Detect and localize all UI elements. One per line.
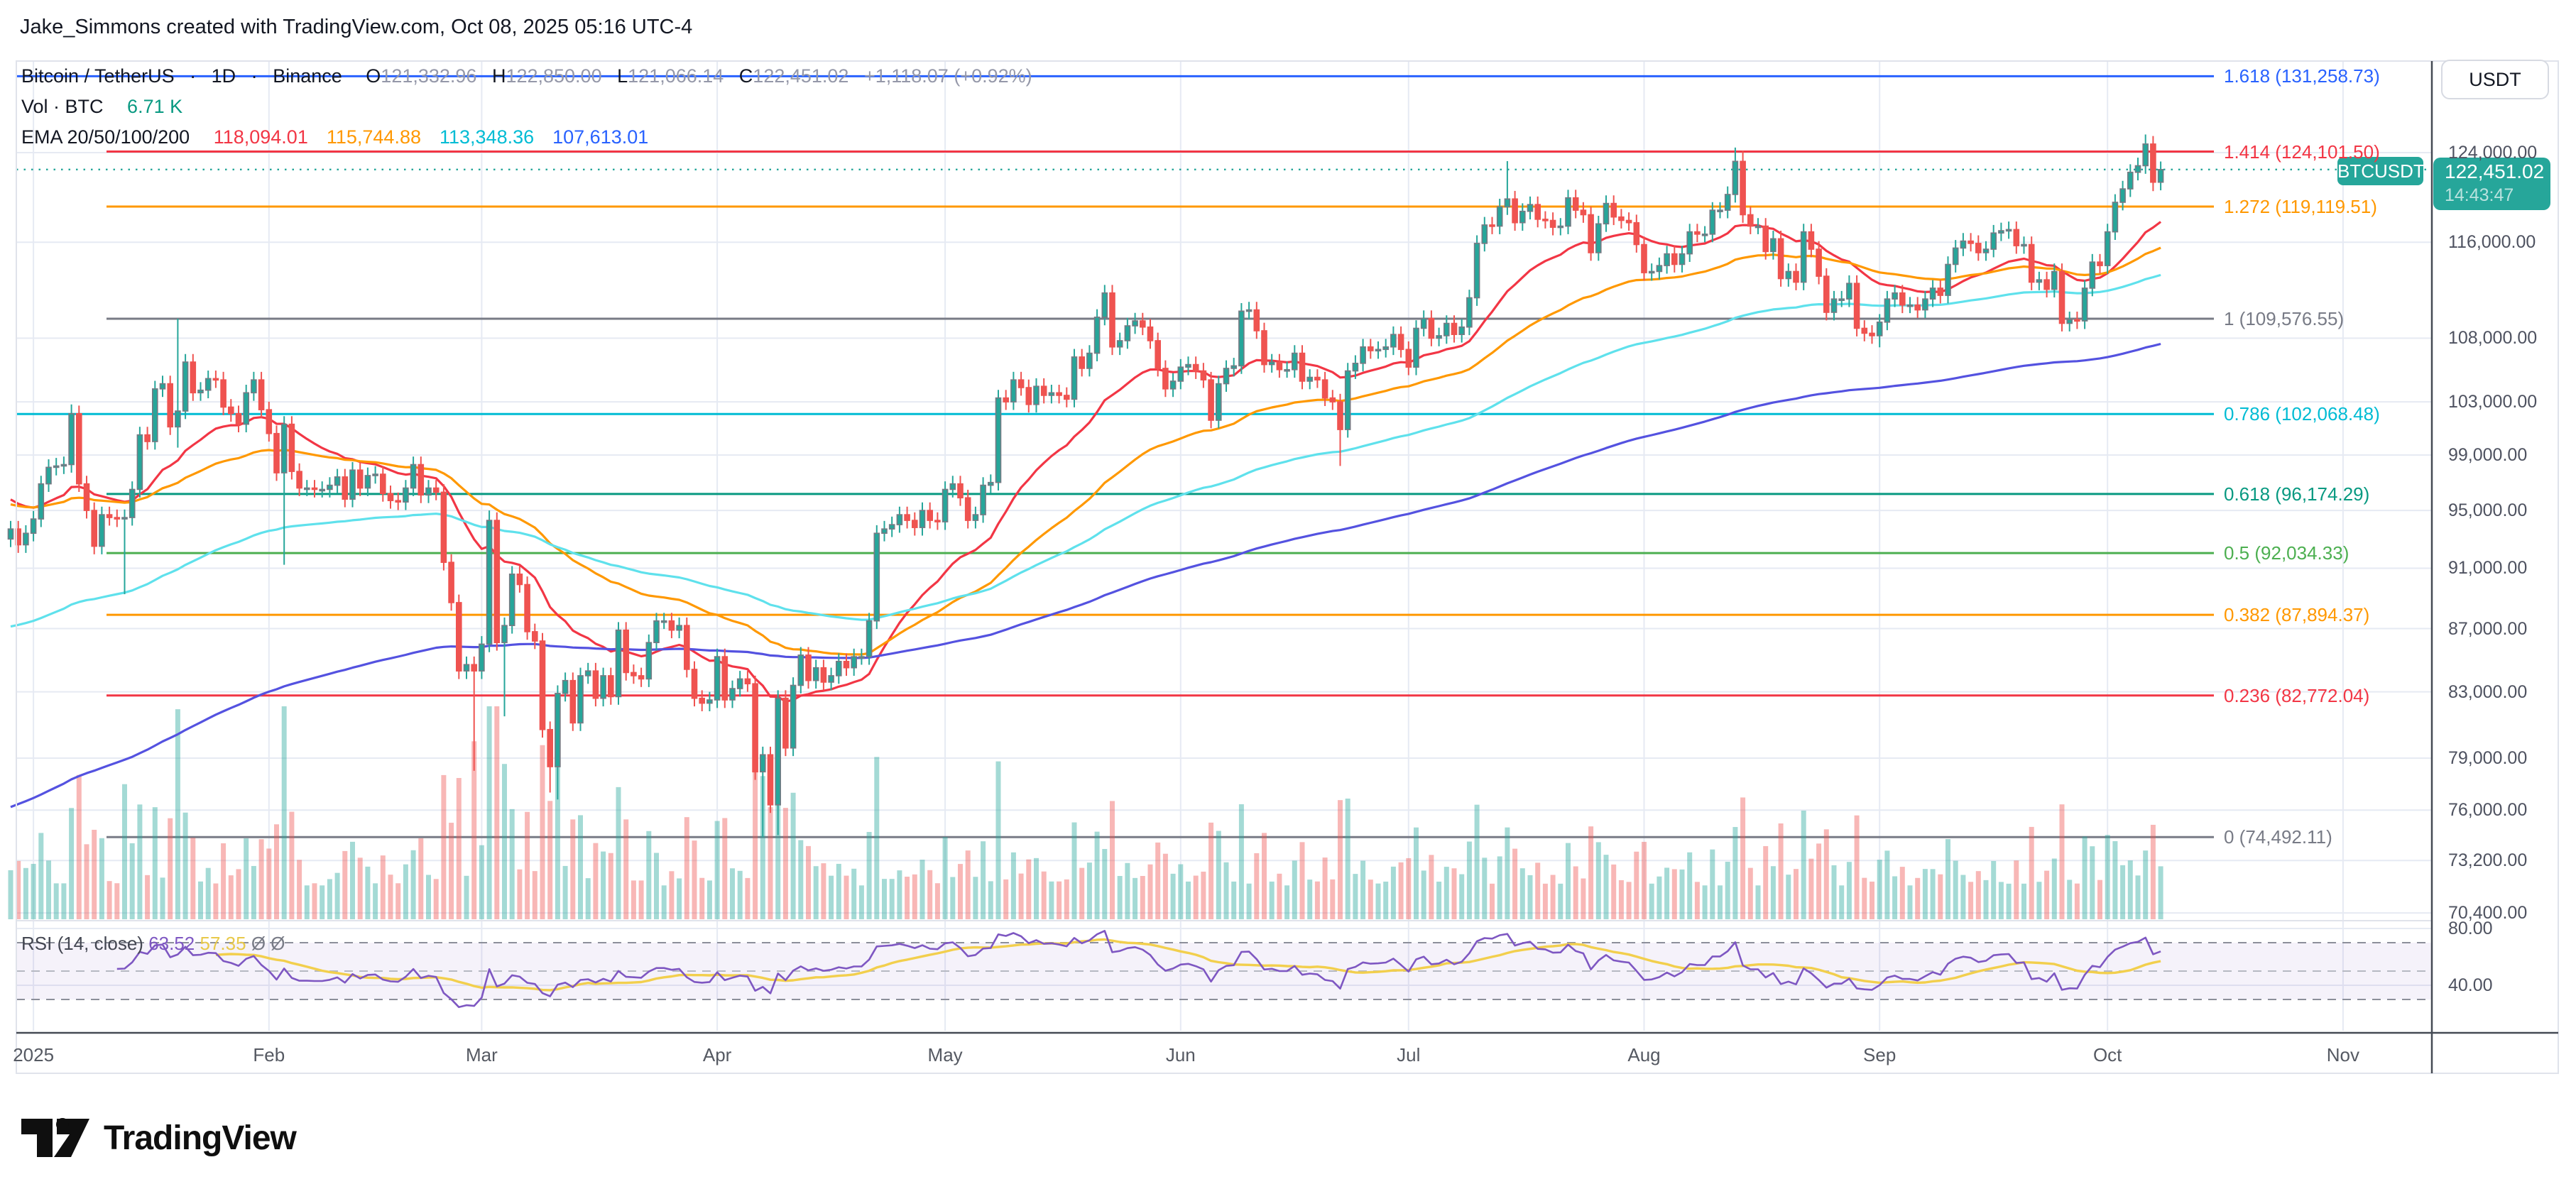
ema-legend-value: 115,744.88	[326, 126, 421, 148]
month-label[interactable]: Nov	[2326, 1044, 2360, 1065]
price-tick-label: 83,000.00	[2448, 681, 2528, 702]
fib-level-label: 0.236 (82,772.04)	[2224, 684, 2370, 706]
ema-50-line	[10, 246, 2161, 656]
ohlc-high-value: 122,850.00	[506, 65, 602, 87]
ema-values: 118,094.01 115,744.88 113,348.36 107,613.01	[214, 126, 667, 148]
rsi-label: RSI (14, close)	[21, 933, 143, 954]
ohlc-open-key: O	[366, 65, 381, 87]
fib-level-label: 0.786 (102,068.48)	[2224, 403, 2380, 425]
exchange-label: Binance	[273, 65, 342, 87]
month-label[interactable]: Mar	[466, 1044, 498, 1065]
last-price-badge: 122,451.02 14:43:47	[2433, 158, 2550, 210]
chart-frame	[16, 60, 2559, 1074]
rsi-line	[116, 930, 2161, 1009]
ema-legend-value: 113,348.36	[439, 126, 535, 148]
rsi-empty-slot-icon: Ø	[251, 933, 266, 954]
ohlc-low-key: L	[617, 65, 628, 87]
month-label[interactable]: May	[927, 1044, 963, 1065]
ema-overlays	[10, 221, 2162, 809]
price-tick-label: 70,400.00	[2448, 903, 2528, 924]
price-tick-label: 103,000.00	[2448, 392, 2538, 412]
ohlc-high-key: H	[491, 65, 506, 87]
tradingview-logo[interactable]: TradingView	[20, 1116, 297, 1160]
grid-layer	[16, 61, 2432, 1031]
price-tick-label: 87,000.00	[2448, 618, 2528, 639]
candlestick-series	[7, 134, 2164, 838]
fib-level-label: 1.272 (119,119.51)	[2224, 196, 2377, 218]
fib-level-label: 0.5 (92,034.33)	[2224, 542, 2349, 564]
last-price-value: 122,451.02	[2445, 160, 2545, 182]
ohlc-close-key: C	[738, 65, 753, 87]
rsi-value: 63.52	[148, 933, 195, 954]
rsi-tick-label: 80.00	[2448, 919, 2493, 938]
price-tick-label: 108,000.00	[2448, 328, 2538, 349]
month-label[interactable]: Sep	[1863, 1044, 1896, 1065]
tradingview-logo-icon	[21, 1118, 89, 1157]
ohlc-low-value: 121,066.14	[628, 65, 724, 87]
volume-legend-row: Vol · BTC 6.71 K	[21, 94, 182, 119]
fib-level-label: 1 (109,576.55)	[2224, 308, 2345, 329]
fib-level-label: 1.414 (124,101.50)	[2224, 141, 2380, 163]
price-tick-label: 91,000.00	[2448, 558, 2528, 579]
month-label[interactable]: Apr	[702, 1044, 732, 1065]
interval-label: 1D	[211, 65, 236, 87]
month-label[interactable]: Oct	[2092, 1044, 2122, 1065]
price-tick-label: 116,000.00	[2448, 232, 2536, 253]
price-tick-label: 73,200.00	[2448, 850, 2528, 871]
symbol-legend-row: Bitcoin / TetherUS · 1D · Binance O121,3…	[21, 65, 1032, 87]
ema-200-line	[10, 342, 2161, 809]
tradingview-logo-text: TradingView	[104, 1119, 297, 1157]
ohlc-close-value: 122,451.02	[753, 65, 849, 87]
price-tick-label: 95,000.00	[2448, 500, 2528, 521]
ema-20-line	[10, 221, 2162, 703]
price-tick-label: 79,000.00	[2448, 748, 2528, 769]
attribution-text: Jake_Simmons created with TradingView.co…	[20, 16, 693, 38]
fib-level-label: 1.618 (131,258.73)	[2224, 65, 2380, 87]
fib-level-label: 0.618 (96,174.29)	[2224, 483, 2370, 505]
last-price-time: 14:43:47	[2445, 185, 2514, 205]
rsi-legend-row: RSI (14, close) 63.52 57.35 Ø Ø	[21, 931, 285, 955]
ohlc-open-value: 121,332.96	[381, 65, 477, 87]
ema-legend-value: 107,613.01	[552, 126, 649, 148]
currency-toggle-button[interactable]: USDT	[2441, 60, 2549, 99]
price-tick-label: 124,000.00	[2448, 143, 2538, 163]
volume-series	[8, 706, 2163, 919]
fib-level-label: 0.382 (87,894.37)	[2224, 604, 2370, 626]
fib-level-label: 0 (74,492.11)	[2224, 826, 2332, 848]
month-label[interactable]: Feb	[253, 1044, 285, 1065]
month-label[interactable]: Aug	[1627, 1044, 1661, 1065]
price-tick-label: 99,000.00	[2448, 445, 2528, 466]
ema-100-line	[10, 273, 2161, 628]
price-tick-label: 76,000.00	[2448, 800, 2528, 821]
volume-value: 6.71 K	[127, 96, 183, 117]
symbol-price-flag: BTCUSDT	[2337, 157, 2425, 185]
rsi-pane	[16, 920, 2432, 1009]
month-label[interactable]: Jul	[1397, 1044, 1421, 1065]
volume-label: Vol · BTC	[21, 96, 104, 117]
symbol-title: Bitcoin / TetherUS	[21, 65, 175, 87]
rsi-ma-value: 57.35	[200, 933, 246, 954]
month-label[interactable]: 2025	[13, 1044, 55, 1065]
month-label[interactable]: Jun	[1165, 1044, 1196, 1065]
ema-legend-row: EMA 20/50/100/200 118,094.01 115,744.88 11…	[21, 125, 667, 149]
ema-label: EMA 20/50/100/200	[21, 126, 190, 148]
fib-extension-lines	[16, 75, 2214, 838]
rsi-tick-label: 40.00	[2448, 975, 2493, 995]
ema-legend-value: 118,094.01	[213, 126, 308, 148]
rsi-empty-slot-icon: Ø	[271, 933, 285, 954]
change-value: +1,118.07 (+0.92%)	[863, 65, 1032, 87]
